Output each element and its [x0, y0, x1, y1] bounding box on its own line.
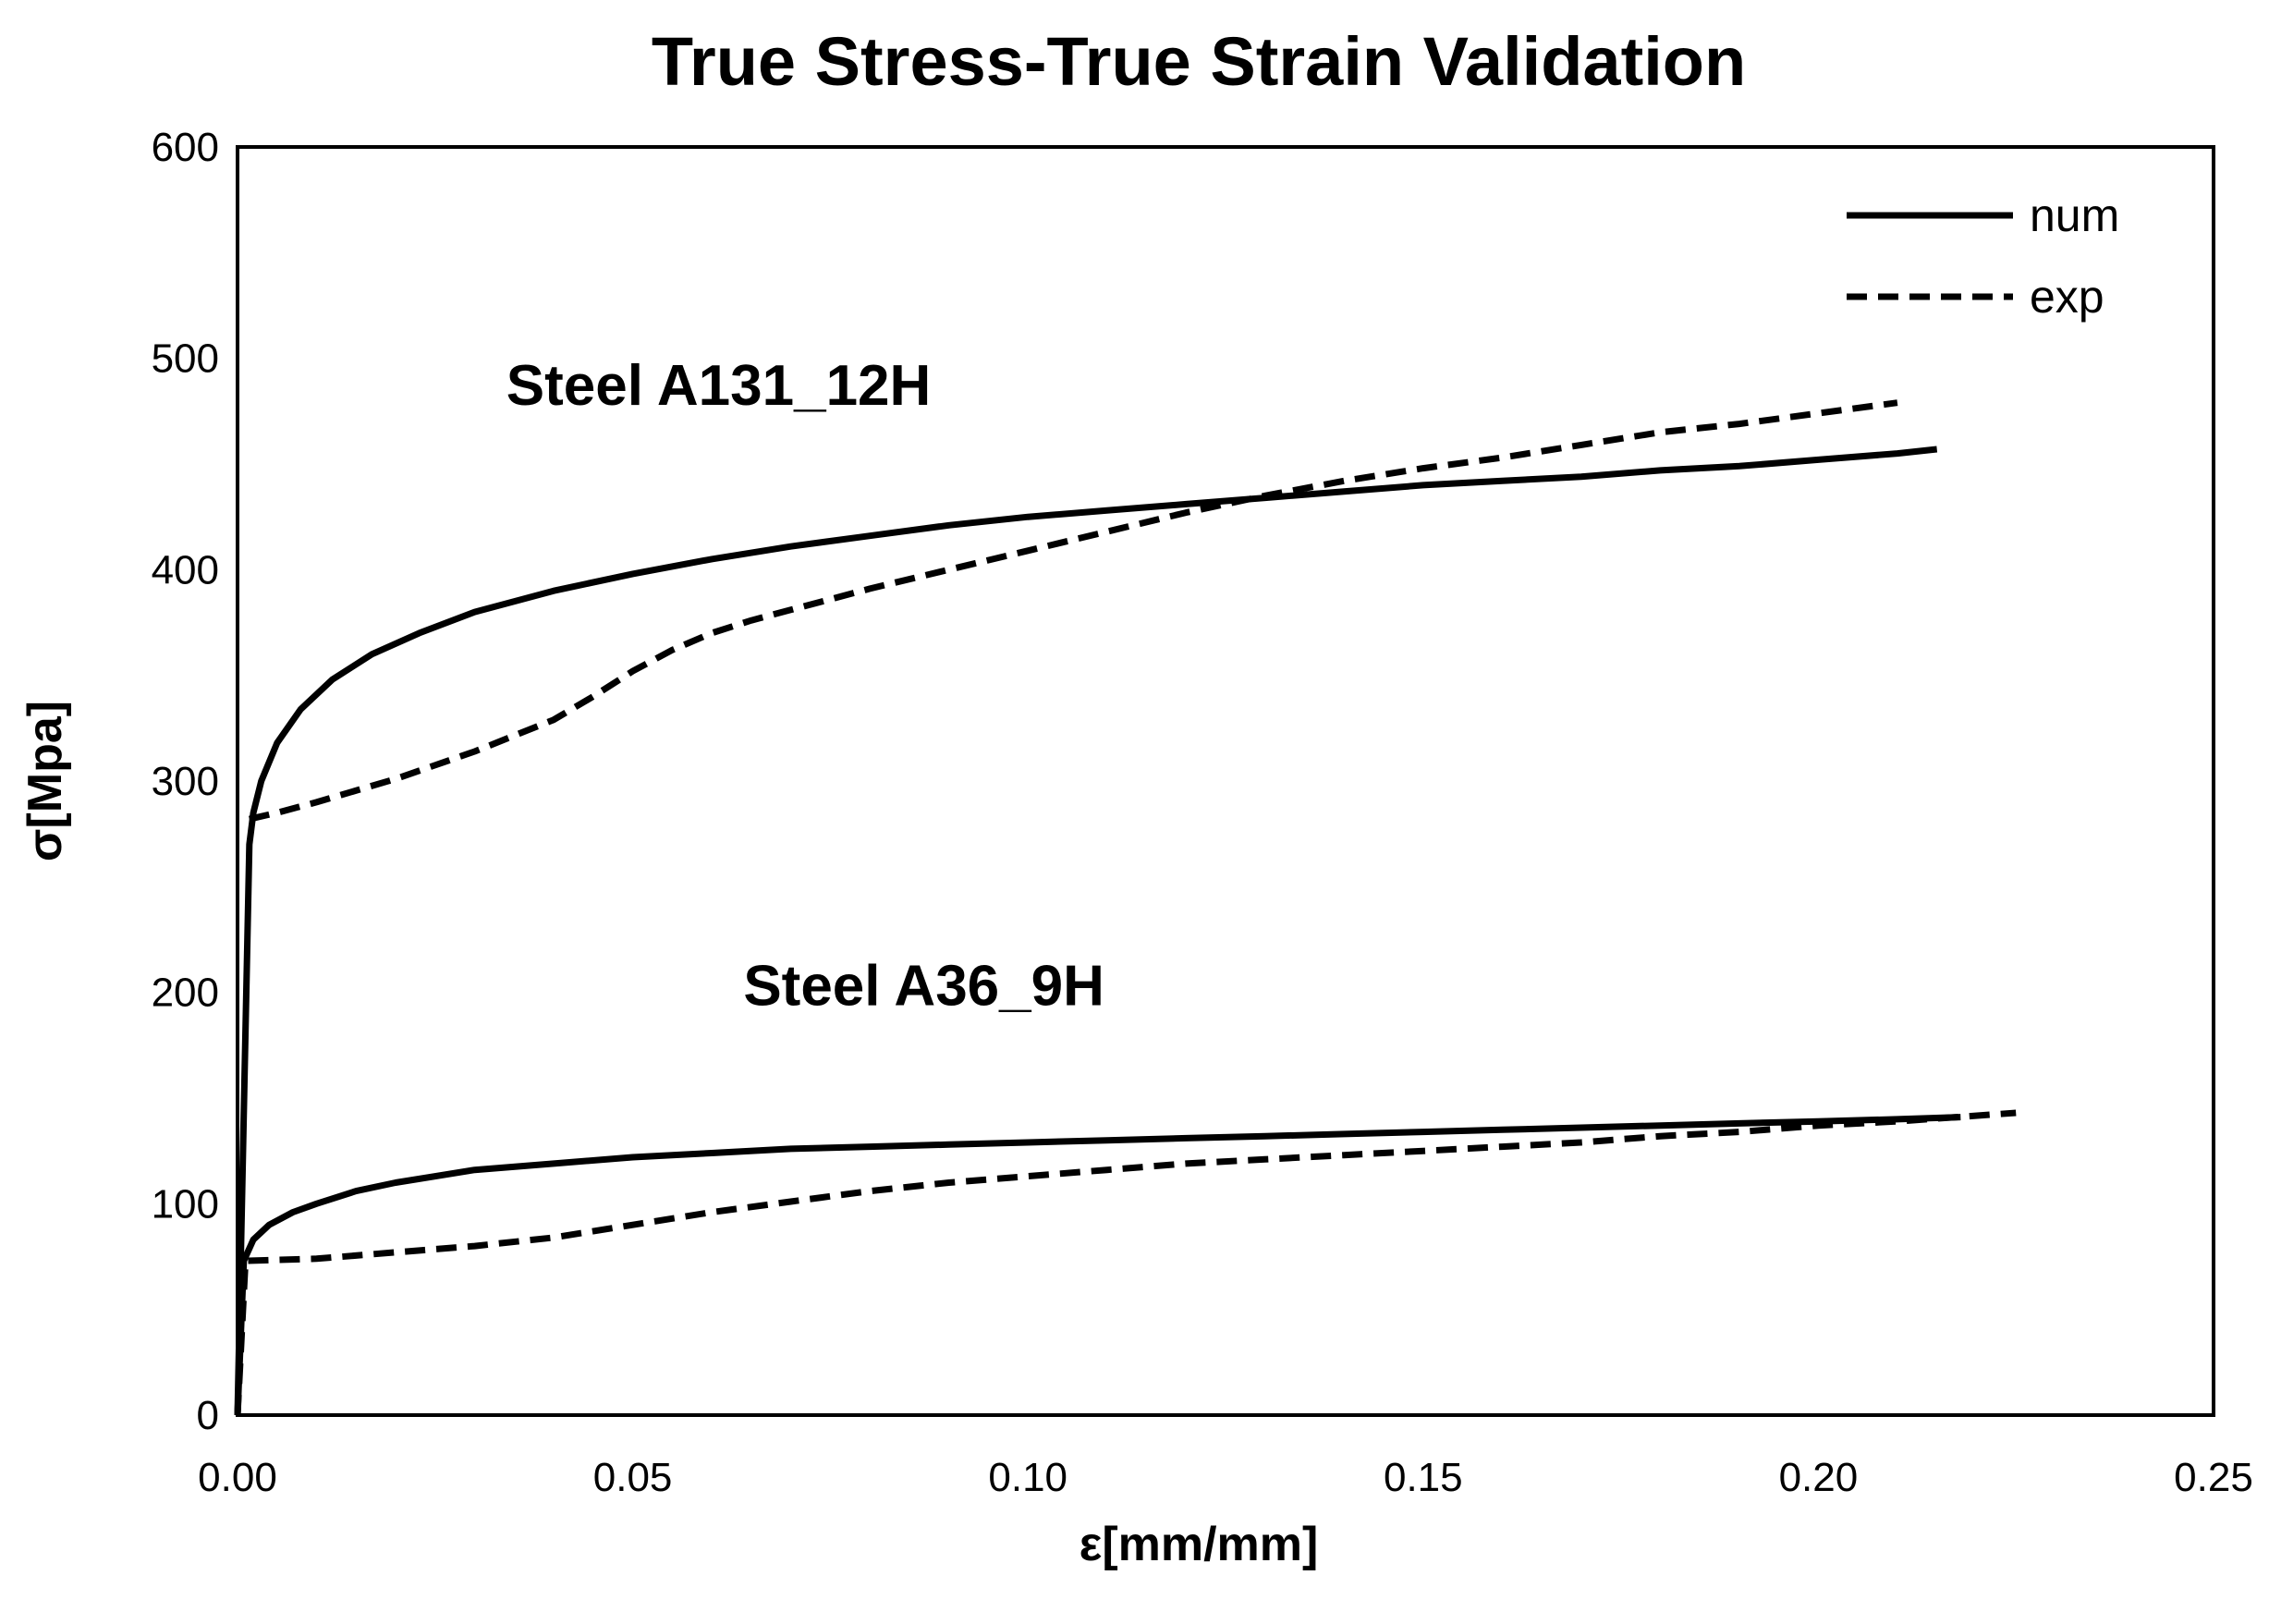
x-tick-label: 0.25: [2174, 1455, 2253, 1500]
y-tick-label: 400: [152, 547, 219, 592]
annotation-steel-a36-9h: Steel A36_9H: [743, 954, 1104, 1018]
series-line-steel-a36-9h-num: [234, 1114, 1961, 1416]
annotation-steel-a131-12h: Steel A131_12H: [506, 354, 932, 418]
x-tick-label: 0.05: [593, 1455, 673, 1500]
series-line-steel-a131-12h-exp: [249, 399, 1898, 823]
y-tick-label: 600: [152, 125, 219, 170]
chart-title: True Stress-True Strain Validation: [652, 23, 1746, 100]
series-line-steel-a36-9h-exp: [234, 1109, 2017, 1416]
y-axis-label: σ[Mpa]: [18, 701, 72, 861]
x-tick-label: 0.20: [1779, 1455, 1859, 1500]
x-tick-label: 0.15: [1384, 1455, 1463, 1500]
x-tick-label: 0.10: [988, 1455, 1067, 1500]
plot-area-border: [236, 145, 2215, 1417]
y-tick-label: 0: [197, 1393, 219, 1438]
y-tick-label: 100: [152, 1181, 219, 1227]
legend-label-num: num: [2030, 189, 2119, 241]
legend-label-exp: exp: [2030, 271, 2104, 323]
x-axis-ticks: 0.00 0.05 0.10 0.15 0.20 0.25: [198, 1455, 2253, 1500]
series-layer: [234, 399, 2017, 1416]
y-tick-label: 300: [152, 759, 219, 804]
x-tick-label: 0.00: [198, 1455, 277, 1500]
y-tick-label: 500: [152, 336, 219, 382]
series-line-steel-a131-12h-num: [234, 446, 1938, 1416]
x-axis-label: ε[mm/mm]: [1080, 1518, 1319, 1571]
y-axis-ticks: 0 100 200 300 400 500 600: [152, 125, 219, 1438]
y-tick-label: 200: [152, 971, 219, 1016]
legend: num exp: [1847, 189, 2119, 323]
